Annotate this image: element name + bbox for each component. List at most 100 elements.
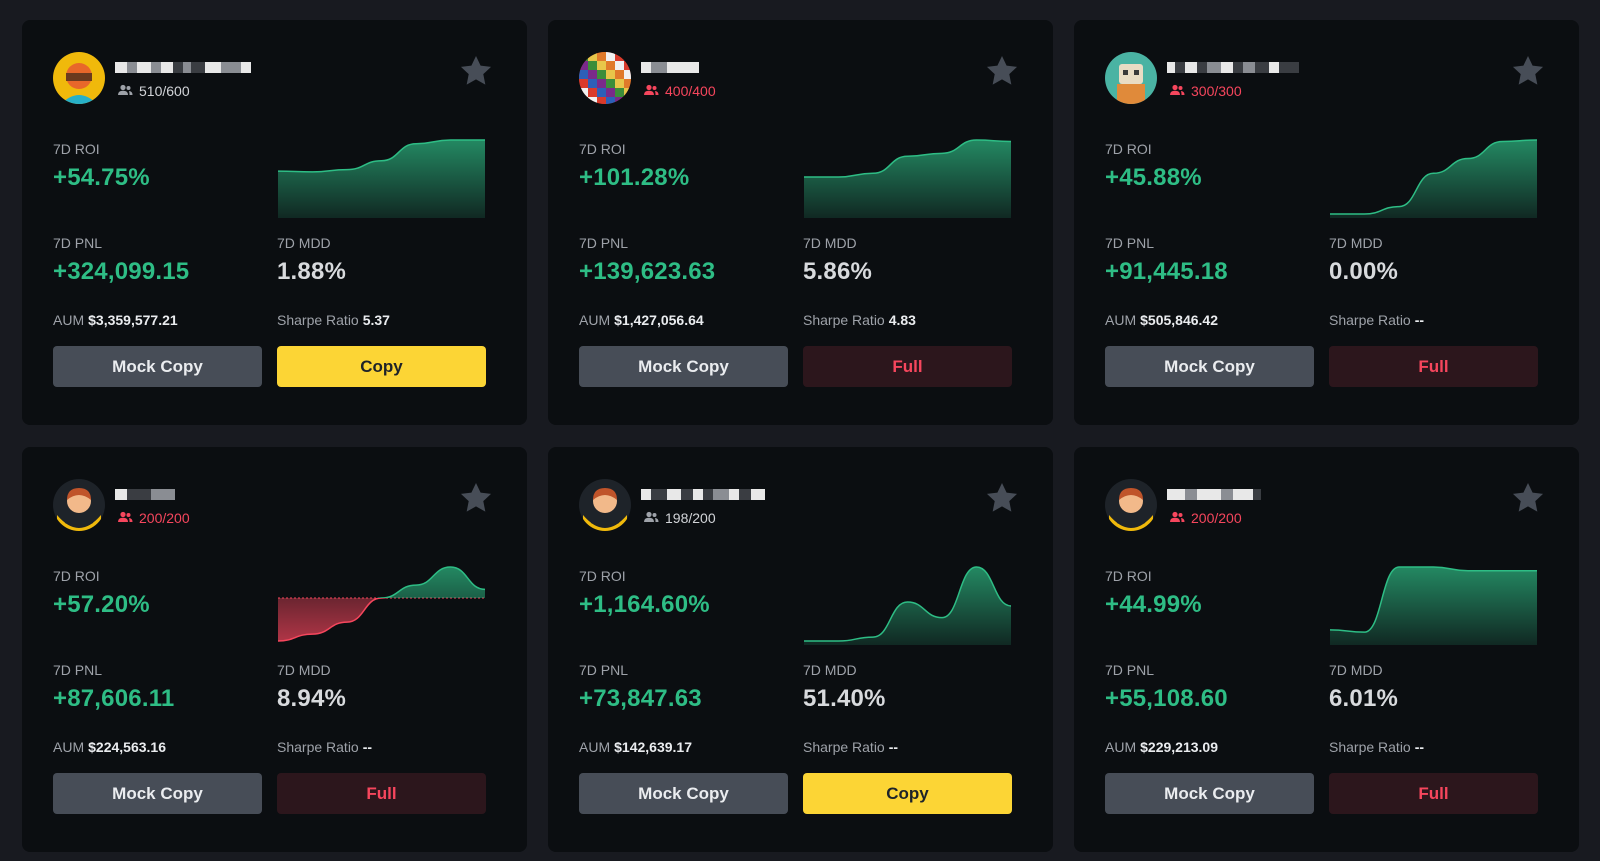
pnl-label: 7D PNL xyxy=(53,235,103,251)
trader-name-pixelated[interactable] xyxy=(641,56,699,78)
mock-copy-button[interactable]: Mock Copy xyxy=(1105,346,1314,387)
followers-value: 200/200 xyxy=(139,510,190,526)
aum-value: $505,846.42 xyxy=(1140,312,1218,328)
trader-name-pixelated[interactable] xyxy=(1167,483,1261,505)
followers-count: 198/200 xyxy=(643,510,716,526)
aum: AUM $1,427,056.64 xyxy=(579,312,704,328)
sparkline-area xyxy=(1330,140,1537,218)
mock-copy-button[interactable]: Mock Copy xyxy=(53,773,262,814)
favorite-star-icon[interactable] xyxy=(1509,479,1547,517)
sparkline-negative-area xyxy=(278,597,382,641)
mock-copy-button[interactable]: Mock Copy xyxy=(579,346,788,387)
copy-button[interactable]: Copy xyxy=(277,346,486,387)
sharpe-ratio: Sharpe Ratio -- xyxy=(803,739,898,755)
full-button[interactable]: Full xyxy=(1329,346,1538,387)
followers-value: 300/300 xyxy=(1191,83,1242,99)
trader-card[interactable]: 200/200 7D ROI +57.20% 7D PNL +87,606.11… xyxy=(22,447,527,852)
roi-value: +1,164.60% xyxy=(579,591,710,618)
trader-name-pixelated[interactable] xyxy=(1167,56,1299,78)
mock-copy-button[interactable]: Mock Copy xyxy=(1105,773,1314,814)
aum-label: AUM xyxy=(579,739,611,755)
trader-card[interactable]: 510/600 7D ROI +54.75% 7D PNL +324,099.1… xyxy=(22,20,527,425)
followers-count: 300/300 xyxy=(1169,83,1242,99)
aum-value: $3,359,577.21 xyxy=(88,312,178,328)
sharpe-value: -- xyxy=(888,739,899,755)
copy-button[interactable]: Copy xyxy=(803,773,1012,814)
favorite-star-icon[interactable] xyxy=(983,52,1021,90)
mdd-value: 1.88% xyxy=(277,258,347,285)
trader-card[interactable]: 200/200 7D ROI +44.99% 7D PNL +55,108.60… xyxy=(1074,447,1579,852)
sparkline-line xyxy=(1329,139,1538,215)
sharpe-value: 5.37 xyxy=(362,312,390,328)
sharpe-label: Sharpe Ratio xyxy=(803,312,885,328)
full-button[interactable]: Full xyxy=(803,346,1012,387)
pnl-value: +324,099.15 xyxy=(53,258,190,285)
pnl-value: +87,606.11 xyxy=(53,685,175,712)
followers-count: 200/200 xyxy=(117,510,190,526)
followers-count: 200/200 xyxy=(1169,510,1242,526)
favorite-star-icon[interactable] xyxy=(457,52,495,90)
full-button[interactable]: Full xyxy=(277,773,486,814)
aum: AUM $229,213.09 xyxy=(1105,739,1218,755)
roi-chart xyxy=(803,563,1012,645)
sparkline-line xyxy=(803,566,1012,642)
followers-count: 400/400 xyxy=(643,83,716,99)
trader-name-pixelated[interactable] xyxy=(115,483,175,505)
aum-label: AUM xyxy=(1105,312,1137,328)
roi-value: +44.99% xyxy=(1105,591,1202,618)
mdd-value: 0.00% xyxy=(1329,258,1399,285)
sharpe-label: Sharpe Ratio xyxy=(1329,739,1411,755)
aum-label: AUM xyxy=(53,312,85,328)
sharpe-value: -- xyxy=(1414,312,1425,328)
sparkline-area xyxy=(804,140,1011,218)
roi-label: 7D ROI xyxy=(53,141,100,157)
favorite-star-icon[interactable] xyxy=(983,479,1021,517)
full-button[interactable]: Full xyxy=(1329,773,1538,814)
followers-value: 510/600 xyxy=(139,83,190,99)
users-icon xyxy=(117,510,133,526)
roi-sparkline xyxy=(1329,139,1538,218)
users-icon xyxy=(1169,510,1185,526)
trader-card[interactable]: 300/300 7D ROI +45.88% 7D PNL +91,445.18… xyxy=(1074,20,1579,425)
default-person-avatar-icon[interactable] xyxy=(53,479,105,531)
sparkline-line xyxy=(377,566,485,598)
roi-label: 7D ROI xyxy=(1105,141,1152,157)
roi-value: +57.20% xyxy=(53,591,150,618)
sparkline-area xyxy=(1330,567,1537,645)
favorite-star-icon[interactable] xyxy=(457,479,495,517)
sharpe-label: Sharpe Ratio xyxy=(803,739,885,755)
mdd-label: 7D MDD xyxy=(277,235,331,251)
favorite-star-icon[interactable] xyxy=(1509,52,1547,90)
pnl-label: 7D PNL xyxy=(1105,235,1155,251)
orange-helmet-avatar-icon[interactable] xyxy=(53,52,105,104)
pnl-label: 7D PNL xyxy=(1105,662,1155,678)
trader-name-pixelated[interactable] xyxy=(641,483,765,505)
sharpe-label: Sharpe Ratio xyxy=(1329,312,1411,328)
followers-value: 200/200 xyxy=(1191,510,1242,526)
mdd-label: 7D MDD xyxy=(277,662,331,678)
trader-name-pixelated[interactable] xyxy=(115,56,251,78)
followers-value: 198/200 xyxy=(665,510,716,526)
colorful-pixel-avatar-icon[interactable] xyxy=(579,52,631,104)
sparkline-line xyxy=(277,139,485,173)
robot-avatar-icon[interactable] xyxy=(1105,52,1157,104)
roi-chart xyxy=(1329,136,1538,218)
trader-card[interactable]: 400/400 7D ROI +101.28% 7D PNL +139,623.… xyxy=(548,20,1053,425)
pnl-value: +55,108.60 xyxy=(1105,685,1228,712)
sparkline-area xyxy=(278,140,485,218)
roi-sparkline xyxy=(278,566,485,642)
sparkline-area xyxy=(278,567,485,598)
mock-copy-button[interactable]: Mock Copy xyxy=(579,773,788,814)
sparkline-negative-line xyxy=(278,597,388,642)
followers-count: 510/600 xyxy=(117,83,190,99)
default-person-avatar-icon[interactable] xyxy=(579,479,631,531)
mock-copy-button[interactable]: Mock Copy xyxy=(53,346,262,387)
pnl-label: 7D PNL xyxy=(579,662,629,678)
trader-card[interactable]: 198/200 7D ROI +1,164.60% 7D PNL +73,847… xyxy=(548,447,1053,852)
default-person-avatar-icon[interactable] xyxy=(1105,479,1157,531)
mdd-value: 8.94% xyxy=(277,685,347,712)
aum-value: $1,427,056.64 xyxy=(614,312,704,328)
users-icon xyxy=(643,83,659,99)
roi-label: 7D ROI xyxy=(1105,568,1152,584)
roi-sparkline xyxy=(277,139,485,218)
